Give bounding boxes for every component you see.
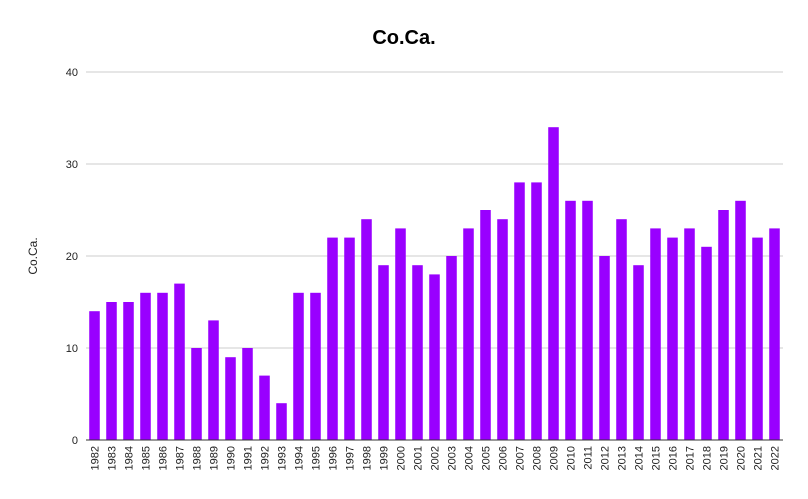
x-tick-label: 1994 [294,446,306,470]
bar-1996 [327,237,338,440]
bar-2006 [497,219,508,440]
bar-2009 [548,127,559,440]
x-tick-label: 1999 [379,446,391,470]
x-tick-label: 1992 [260,446,272,470]
x-axis-ticks: 1982 1983 1984 1985 1986 1987 1988 1989 1990 1991… [90,446,782,470]
y-tick-label: 20 [66,251,78,263]
x-tick-label: 2001 [413,446,425,470]
y-axis-label: Co.Ca. [26,237,40,274]
bar-1993 [276,403,287,440]
x-tick-label: 2004 [464,446,476,470]
x-tick-label: 1986 [158,446,170,470]
bar-1991 [242,348,253,440]
bar-2011 [582,200,593,440]
x-tick-label: 2003 [447,446,459,470]
bar-1986 [157,292,168,440]
x-tick-label: 2012 [600,446,612,470]
x-tick-label: 2020 [736,446,748,470]
bar-2004 [463,228,474,440]
bar-2005 [480,210,491,440]
bar-1990 [225,357,236,440]
bar-1987 [174,283,185,440]
x-tick-label: 1982 [90,446,102,470]
bar-1997 [344,237,355,440]
bar-2015 [650,228,661,440]
bar-2003 [446,256,457,440]
x-tick-label: 2009 [549,446,561,470]
x-tick-label: 1998 [362,446,374,470]
bar-1984 [123,302,134,440]
bar-2013 [616,219,627,440]
x-tick-label: 2000 [396,446,408,470]
bar-2017 [684,228,695,440]
x-tick-label: 2010 [566,446,578,470]
x-tick-label: 2011 [583,446,595,470]
x-tick-label: 2017 [685,446,697,470]
x-tick-label: 2008 [532,446,544,470]
x-tick-label: 2007 [515,446,527,470]
x-tick-label: 1993 [277,446,289,470]
bar-1998 [361,219,372,440]
bar-2001 [412,265,423,440]
bar-1982 [89,311,100,440]
y-tick-label: 30 [66,159,78,171]
bar-2018 [701,246,712,440]
y-tick-label: 0 [72,435,78,447]
bar-1985 [140,292,151,440]
x-tick-label: 2021 [753,446,765,470]
x-tick-label: 2014 [634,446,646,470]
x-tick-label: 2015 [651,446,663,470]
x-tick-label: 2019 [719,446,731,470]
x-tick-label: 2022 [770,446,782,470]
bar-1988 [191,348,202,440]
x-tick-label: 1991 [243,446,255,470]
bar-2012 [599,256,610,440]
bar-2010 [565,200,576,440]
bar-2022 [769,228,780,440]
bars [89,127,780,440]
bar-2020 [735,200,746,440]
x-tick-label: 1983 [107,446,119,470]
bar-1995 [310,292,321,440]
x-tick-label: 1995 [311,446,323,470]
x-tick-label: 1987 [175,446,187,470]
bar-1989 [208,320,219,440]
x-tick-label: 1984 [124,446,136,470]
bar-2007 [514,182,525,440]
bar-2008 [531,182,542,440]
bar-1994 [293,292,304,440]
x-tick-label: 2016 [668,446,680,470]
y-tick-label: 40 [66,67,78,79]
bar-2000 [395,228,406,440]
x-tick-label: 1985 [141,446,153,470]
x-tick-label: 2018 [702,446,714,470]
bar-2021 [752,237,763,440]
x-tick-label: 2006 [498,446,510,470]
bar-2014 [633,265,644,440]
bar-2019 [718,210,729,440]
bar-1999 [378,265,389,440]
bar-2016 [667,237,678,440]
x-tick-label: 1989 [209,446,221,470]
x-tick-label: 1990 [226,446,238,470]
x-tick-label: 2005 [481,446,493,470]
x-tick-label: 2013 [617,446,629,470]
x-tick-label: 1988 [192,446,204,470]
bar-1983 [106,302,117,440]
bar-1992 [259,375,270,440]
bar-2002 [429,274,440,440]
x-tick-label: 1997 [345,446,357,470]
y-axis-ticks: 0 10 20 30 40 [66,67,78,447]
y-tick-label: 10 [66,343,78,355]
chart-title: Co.Ca. [372,27,435,49]
x-tick-label: 2002 [430,446,442,470]
x-tick-label: 1996 [328,446,340,470]
